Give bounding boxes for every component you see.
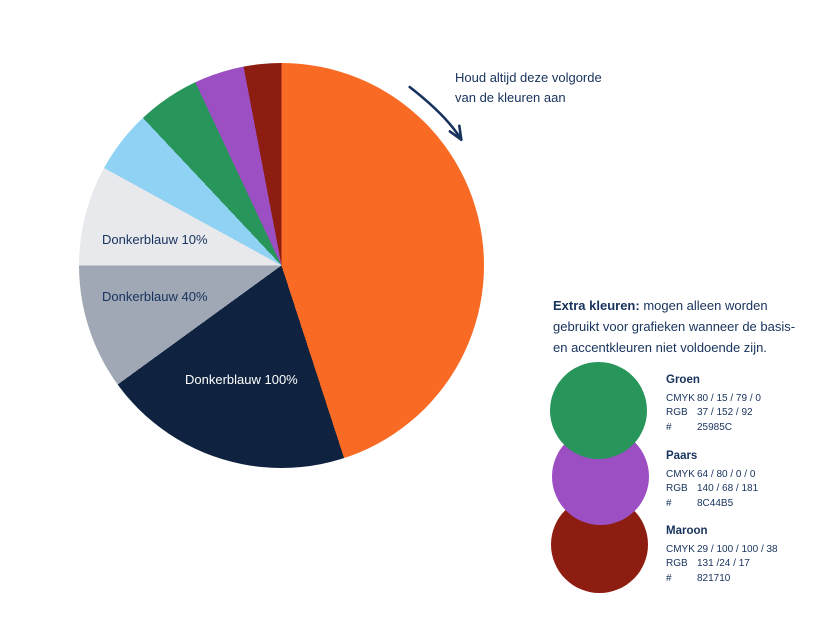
extra-kleuren-intro-line2: gebruikt voor grafieken wanneer de basis… [553, 319, 796, 334]
annotation-line-1: Houd altijd deze volgorde [455, 70, 602, 85]
spec-value: 140 / 68 / 181 [697, 483, 759, 495]
spec-value: 25985C [697, 421, 733, 433]
spec-label: # [666, 497, 672, 509]
spec-label: RGB [666, 558, 688, 570]
spec-label: CMYK [666, 393, 695, 404]
extra-kleuren-intro-line1: mogen alleen worden [639, 298, 768, 313]
pie-label-donkerblauw-40: Donkerblauw 40% [102, 289, 208, 304]
spec-value: 29 / 100 / 100 / 38 [697, 544, 778, 555]
color-spec-row: # 25985C [666, 421, 830, 435]
spec-label: CMYK [666, 469, 695, 480]
spec-value: 131 /24 / 17 [697, 558, 750, 570]
spec-label: CMYK [666, 544, 695, 555]
color-spec-row: # 8C44B5 [666, 497, 830, 511]
color-info-paars: Paars CMYK 64 / 80 / 0 / 0 RGB 140 / 68 … [666, 450, 830, 511]
swatch-circle-groen [550, 362, 647, 459]
spec-value: 8C44B5 [697, 497, 734, 509]
extra-kleuren-intro-line3: en accentkleuren niet voldoende zijn. [553, 340, 767, 355]
spec-value: 64 / 80 / 0 / 0 [697, 469, 756, 480]
color-name: Maroon [666, 525, 708, 537]
pie-chart [79, 63, 484, 468]
color-spec-row: CMYK 29 / 100 / 100 / 38 [666, 543, 830, 557]
color-order-annotation: Houd altijd deze volgorde van de kleuren… [455, 68, 602, 108]
extra-kleuren-intro-bold: Extra kleuren: [553, 298, 640, 313]
color-info-maroon: Maroon CMYK 29 / 100 / 100 / 38 RGB 131 … [666, 525, 830, 586]
spec-label: RGB [666, 483, 688, 495]
annotation-line-2: van de kleuren aan [455, 90, 566, 105]
pie-label-donkerblauw-100: Donkerblauw 100% [185, 372, 298, 387]
color-spec-row: RGB 131 /24 / 17 [666, 557, 830, 571]
color-spec-row: RGB 37 / 152 / 92 [666, 406, 830, 420]
color-spec-row: # 821710 [666, 572, 830, 586]
curved-arrow-icon [408, 85, 463, 141]
spec-value: 821710 [697, 572, 731, 584]
spec-label: # [666, 421, 672, 433]
color-spec-row: CMYK 64 / 80 / 0 / 0 [666, 468, 830, 482]
color-spec-row: RGB 140 / 68 / 181 [666, 482, 830, 496]
color-info-groen: Groen CMYK 80 / 15 / 79 / 0 RGB 37 / 152… [666, 374, 830, 435]
pie-label-donkerblauw-10: Donkerblauw 10% [102, 232, 208, 247]
spec-label: RGB [666, 407, 688, 419]
spec-value: 80 / 15 / 79 / 0 [697, 393, 761, 404]
color-name: Groen [666, 374, 700, 386]
color-name: Paars [666, 450, 698, 462]
spec-value: 37 / 152 / 92 [697, 407, 753, 419]
spec-label: # [666, 572, 672, 584]
extra-kleuren-intro: Extra kleuren: mogen alleen worden gebru… [553, 295, 795, 358]
color-spec-row: CMYK 80 / 15 / 79 / 0 [666, 392, 830, 406]
